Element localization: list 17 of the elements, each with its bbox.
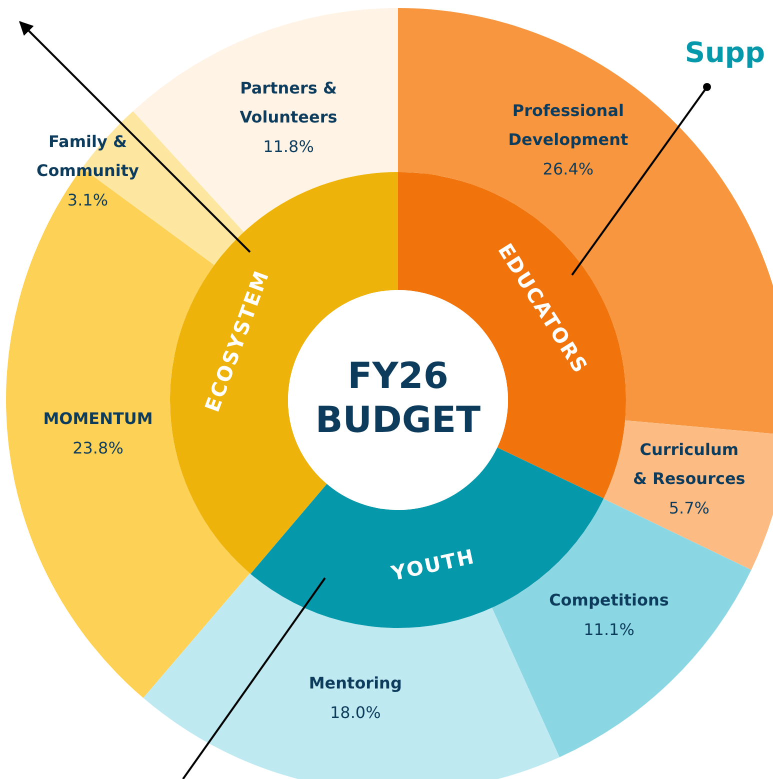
data-label: 11.8%	[263, 136, 314, 156]
data-label: 23.8%	[72, 438, 124, 458]
data-label: 3.1%	[67, 190, 108, 210]
slice-label: MOMENTUM	[43, 409, 153, 428]
text: Supp	[684, 36, 765, 69]
slice-label: YOUTH	[388, 544, 478, 586]
slice-label: Curriculum & Resources	[632, 440, 746, 489]
data-label: 26.4%	[542, 159, 594, 178]
text: FY26 BUDGET	[315, 356, 482, 441]
data-label: 5.7%	[668, 498, 710, 518]
slice-label: Partners & Volunteers	[240, 78, 338, 127]
slice-label: Family & Community	[36, 132, 140, 180]
slice-label: Mentoring	[308, 674, 402, 693]
slice-label: Competitions	[549, 590, 669, 610]
data-label: 11.1%	[584, 620, 634, 639]
slice-label: Professional Development	[508, 101, 628, 150]
data-label: 18.0%	[330, 702, 381, 722]
